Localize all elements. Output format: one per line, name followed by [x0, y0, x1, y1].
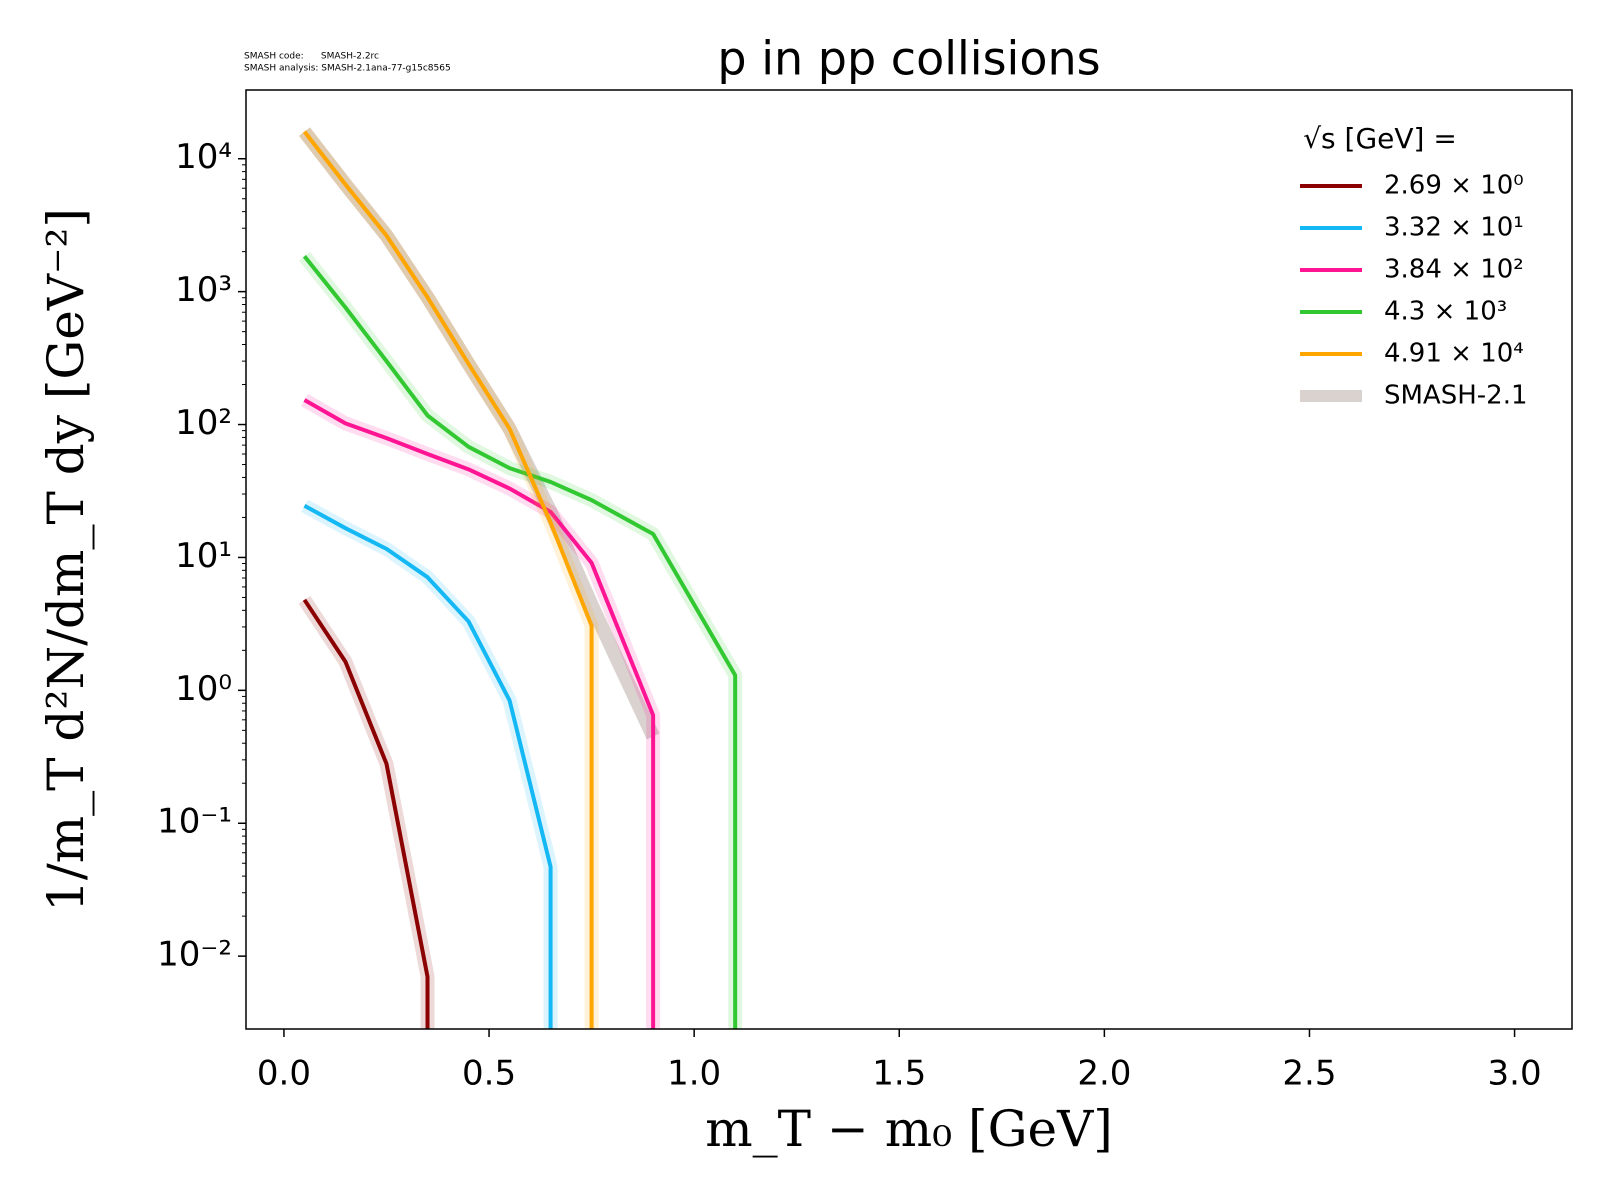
annotation: SMASH code: SMASH-2.2rc — [244, 52, 379, 62]
legend-label: SMASH-2.1 — [1384, 381, 1528, 411]
legend-label: 3.84 × 10² — [1384, 255, 1524, 285]
x-tick-label: 0.5 — [462, 1054, 516, 1094]
x-tick-label: 2.5 — [1282, 1054, 1336, 1094]
x-tick-label: 0.0 — [257, 1054, 311, 1094]
legend-label: 4.91 × 10⁴ — [1384, 339, 1524, 369]
legend-label: 2.69 × 10⁰ — [1384, 171, 1524, 201]
series-line — [303, 503, 553, 1029]
chart-title: p in pp collisions — [717, 32, 1100, 86]
plot-area — [298, 127, 743, 1029]
y-tick-label: 10² — [175, 403, 232, 443]
series-line — [303, 398, 656, 1029]
series-line — [302, 130, 594, 1029]
legend-label: 3.32 × 10¹ — [1384, 213, 1524, 243]
series-line — [302, 598, 430, 1029]
y-tick-label: 10³ — [175, 270, 232, 310]
y-tick-label: 10⁻² — [157, 935, 232, 975]
y-tick-label: 10¹ — [175, 536, 232, 576]
legend-label: 4.3 × 10³ — [1384, 297, 1507, 327]
y-axis-label: 1/m_T d²N/dm_T dy [GeV⁻²] — [37, 208, 95, 912]
y-tick-label: 10⁻¹ — [157, 802, 232, 842]
axes-frame — [245, 89, 1573, 1030]
series-halo — [298, 251, 743, 1029]
x-tick-label: 2.0 — [1077, 1054, 1131, 1094]
x-tick-label: 1.5 — [872, 1054, 926, 1094]
x-tick-label: 3.0 — [1488, 1054, 1542, 1094]
series-line — [302, 255, 738, 1029]
series-halo — [298, 595, 435, 1029]
annotation: SMASH analysis: SMASH-2.1ana-77-g15c8565 — [244, 64, 451, 74]
x-tick-label: 1.0 — [667, 1054, 721, 1094]
y-tick-label: 10⁰ — [175, 669, 232, 709]
legend-title: √s [GeV] = — [1303, 122, 1457, 155]
x-axis-label: m_T − m₀ [GeV] — [705, 1100, 1112, 1158]
y-tick-label: 10⁴ — [175, 137, 232, 177]
